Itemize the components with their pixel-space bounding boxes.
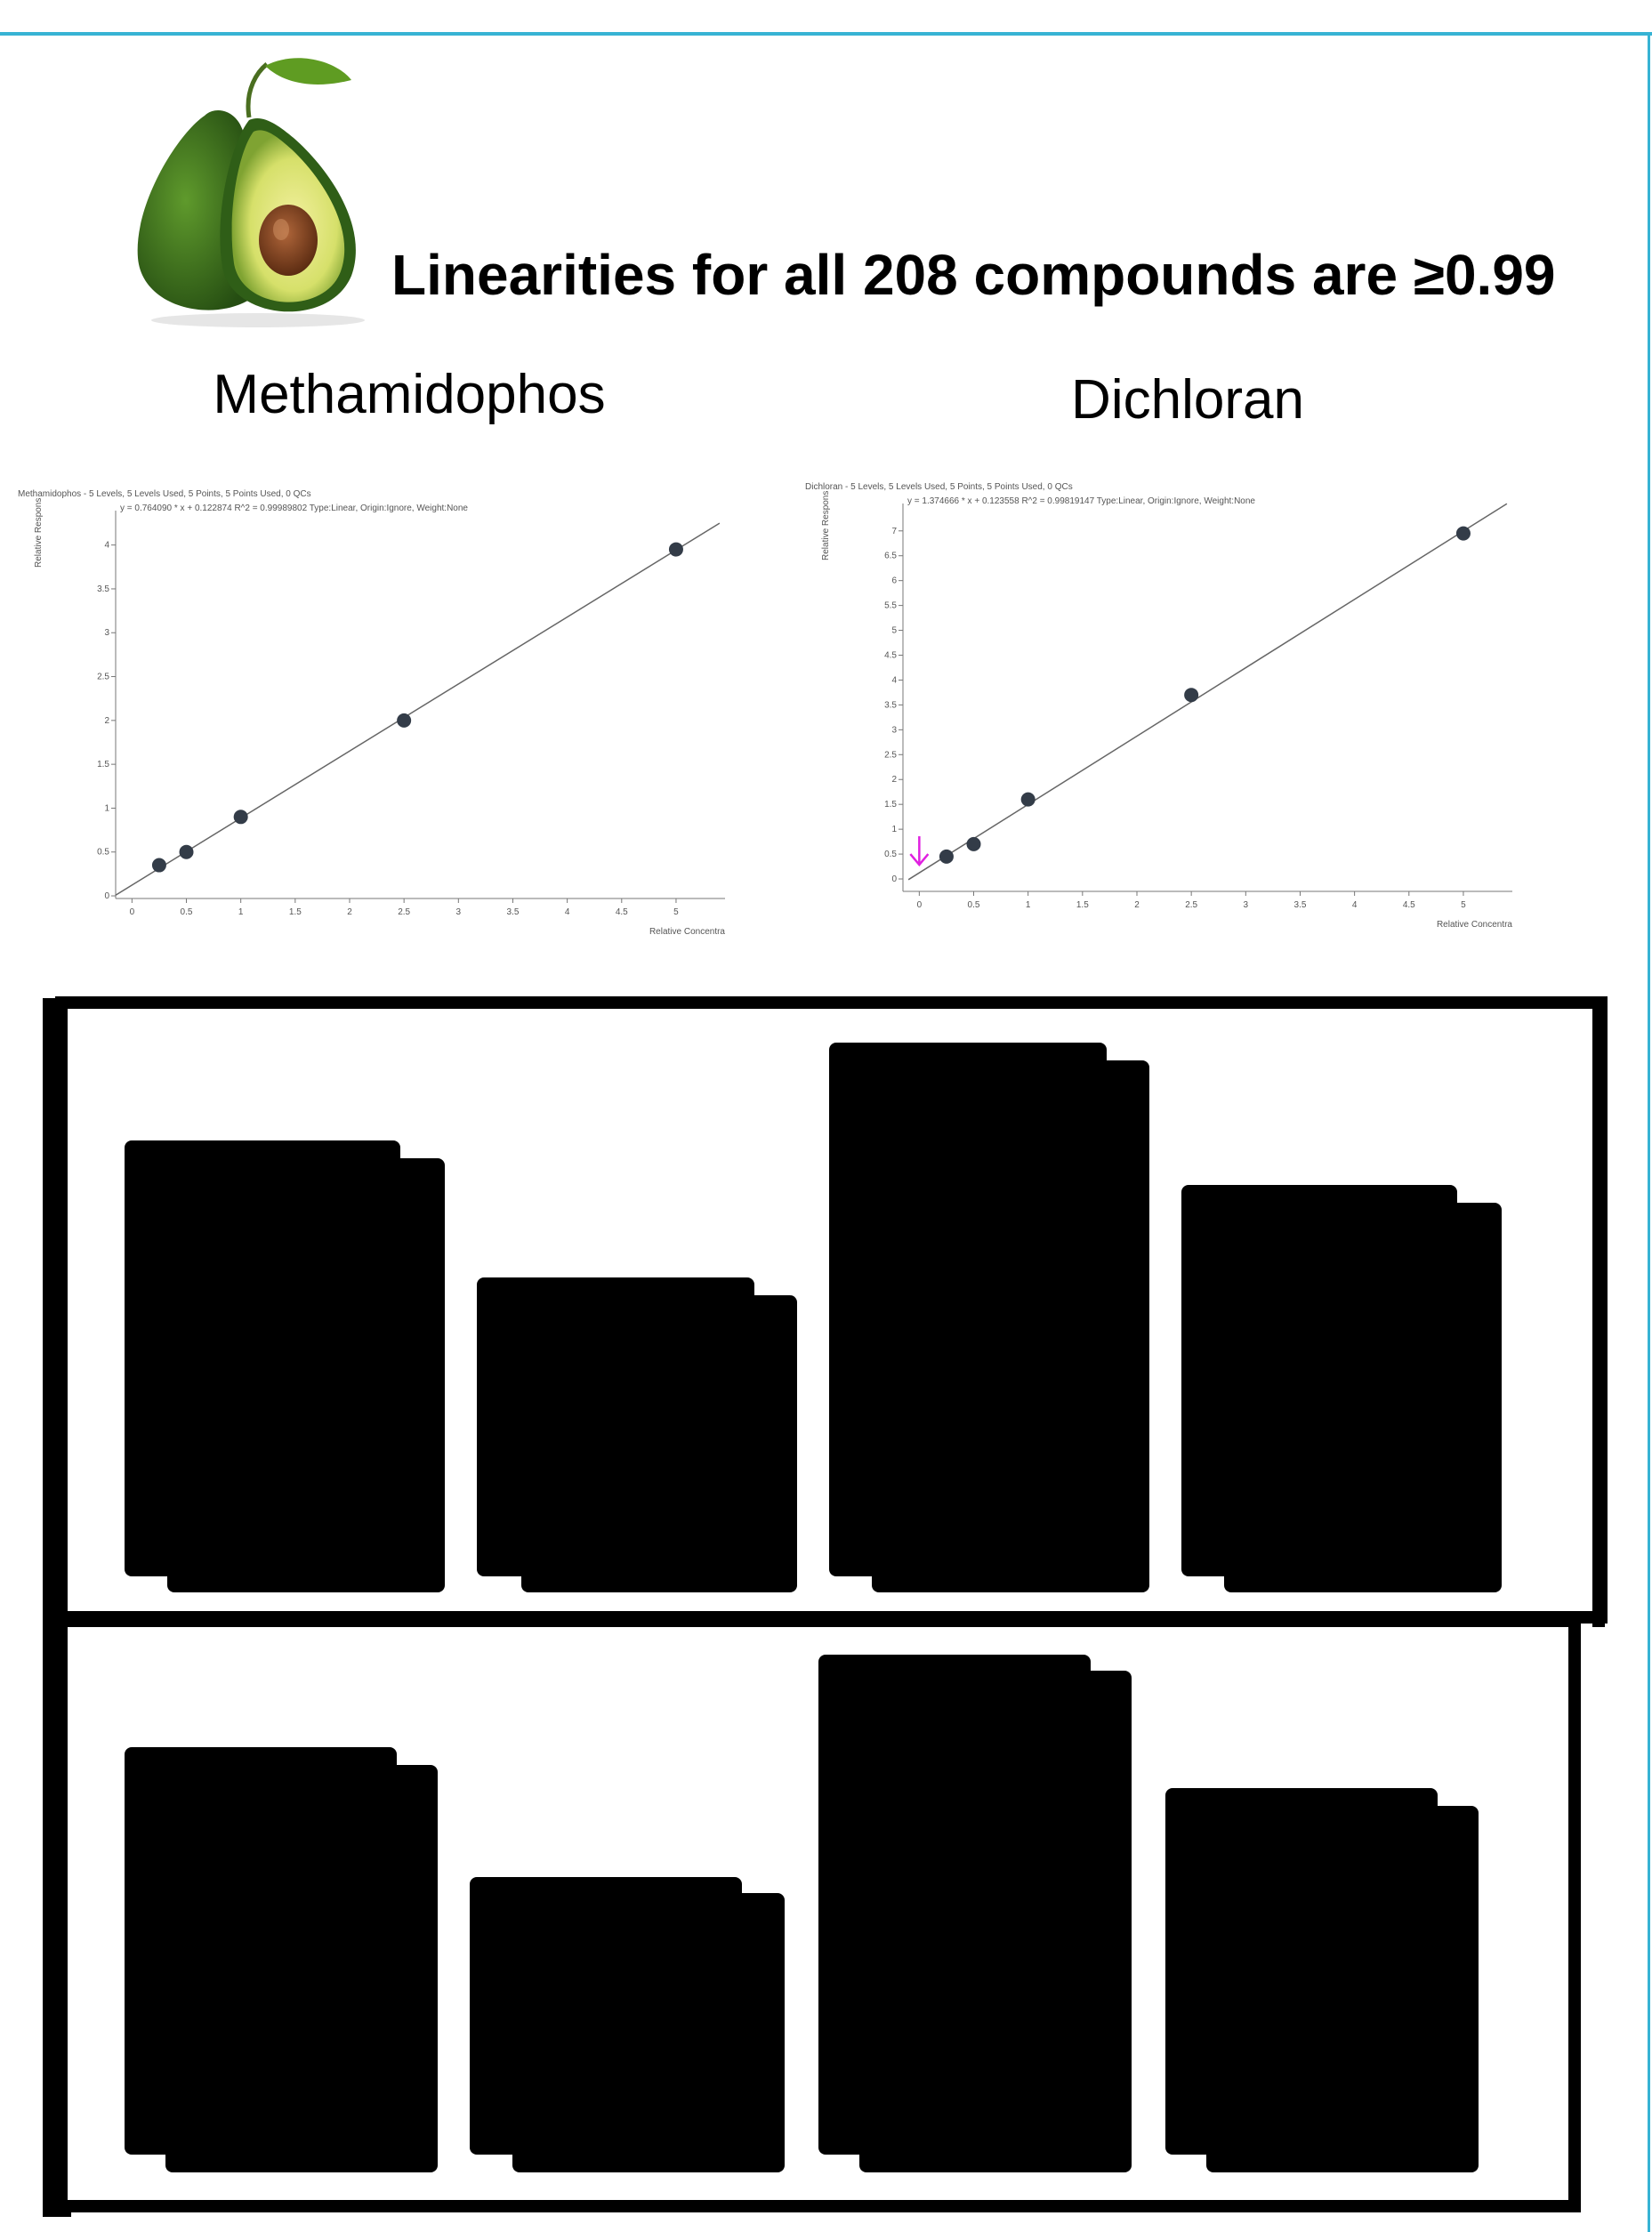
y-tick-label: 1 bbox=[104, 803, 109, 813]
shelf-frame-right bbox=[1592, 1000, 1605, 1627]
y-tick-label: 3.5 bbox=[884, 700, 897, 710]
x-tick-label: 2 bbox=[1134, 900, 1140, 910]
chart-title-dichloran: Dichloran bbox=[1071, 369, 1304, 431]
x-tick-label: 3 bbox=[456, 907, 462, 917]
y-tick-label: 0 bbox=[104, 891, 109, 901]
y-tick-label: 5 bbox=[891, 626, 897, 636]
x-tick-label: 0.5 bbox=[968, 900, 980, 910]
y-tick-label: 0.5 bbox=[884, 850, 897, 859]
down-arrow-icon bbox=[909, 836, 930, 866]
y-tick-label: 3 bbox=[891, 725, 897, 735]
y-tick-label: 7 bbox=[891, 527, 897, 536]
y-tick-label: 2 bbox=[891, 775, 897, 785]
y-tick-label: 6 bbox=[891, 576, 897, 586]
data-point bbox=[668, 542, 683, 557]
x-tick-label: 5 bbox=[673, 907, 679, 917]
y-axis-label: Relative Respons bbox=[34, 498, 44, 568]
x-tick-label: 1.5 bbox=[289, 907, 302, 917]
chart-subtitle: Dichloran - 5 Levels, 5 Levels Used, 5 P… bbox=[805, 482, 1073, 492]
y-tick-label: 3.5 bbox=[97, 584, 109, 594]
x-tick-label: 2 bbox=[347, 907, 352, 917]
x-tick-label: 0 bbox=[130, 907, 135, 917]
x-tick-label: 0.5 bbox=[181, 907, 193, 917]
x-axis-label: Relative Concentra bbox=[649, 927, 725, 937]
y-tick-label: 0.5 bbox=[97, 848, 109, 858]
redacted-block bbox=[167, 1158, 445, 1592]
y-tick-label: 2.5 bbox=[97, 673, 109, 682]
x-tick-label: 4.5 bbox=[1403, 900, 1415, 910]
x-tick-label: 5 bbox=[1461, 900, 1466, 910]
calibration-chart-methamidophos: Methamidophos - 5 Levels, 5 Levels Used,… bbox=[18, 489, 725, 937]
x-tick-label: 4.5 bbox=[616, 907, 628, 917]
y-tick-label: 4 bbox=[891, 675, 897, 685]
data-point bbox=[233, 810, 248, 825]
calibration-chart-dichloran: Dichloran - 5 Levels, 5 Levels Used, 5 P… bbox=[805, 482, 1512, 930]
fit-equation: y = 0.764090 * x + 0.122874 R^2 = 0.9998… bbox=[120, 504, 468, 513]
redacted-block bbox=[1206, 1806, 1479, 2172]
data-point bbox=[151, 858, 166, 873]
x-tick-label: 2.5 bbox=[1185, 900, 1197, 910]
x-tick-label: 3.5 bbox=[507, 907, 520, 917]
data-point bbox=[1020, 792, 1036, 807]
y-tick-label: 4.5 bbox=[884, 651, 897, 661]
y-tick-label: 1 bbox=[891, 825, 897, 834]
x-axis-label: Relative Concentra bbox=[1437, 920, 1512, 930]
redacted-block bbox=[512, 1893, 785, 2172]
data-point bbox=[179, 844, 194, 859]
data-point bbox=[1184, 688, 1199, 703]
y-axis-label: Relative Respons bbox=[821, 491, 831, 560]
y-tick-label: 1.5 bbox=[97, 760, 109, 770]
x-tick-label: 3 bbox=[1244, 900, 1249, 910]
chart-subtitle: Methamidophos - 5 Levels, 5 Levels Used,… bbox=[18, 489, 311, 499]
redacted-block bbox=[859, 1671, 1132, 2172]
data-point bbox=[397, 713, 412, 728]
top-accent-rule bbox=[0, 32, 1652, 36]
y-tick-label: 4 bbox=[104, 541, 109, 551]
x-tick-label: 0 bbox=[917, 900, 923, 910]
y-tick-label: 6.5 bbox=[884, 552, 897, 561]
x-tick-label: 1.5 bbox=[1076, 900, 1089, 910]
redacted-block bbox=[872, 1060, 1149, 1592]
redacted-block bbox=[165, 1765, 438, 2172]
chart-title-methamidophos: Methamidophos bbox=[213, 364, 606, 425]
x-tick-label: 4 bbox=[565, 907, 570, 917]
regression-line bbox=[115, 522, 721, 896]
y-tick-label: 2.5 bbox=[884, 750, 897, 760]
data-point bbox=[966, 836, 981, 851]
y-tick-label: 2 bbox=[104, 716, 109, 726]
y-tick-label: 3 bbox=[104, 628, 109, 638]
avocado-icon bbox=[137, 58, 365, 327]
redacted-block bbox=[521, 1295, 797, 1592]
x-tick-label: 1 bbox=[1026, 900, 1031, 910]
y-tick-label: 1.5 bbox=[884, 800, 897, 810]
x-tick-label: 1 bbox=[238, 907, 244, 917]
data-point bbox=[1455, 526, 1471, 541]
redacted-block bbox=[1224, 1203, 1502, 1592]
x-tick-label: 4 bbox=[1352, 900, 1358, 910]
right-accent-rule bbox=[1648, 32, 1650, 2232]
data-point bbox=[939, 849, 954, 864]
y-tick-label: 0 bbox=[891, 874, 897, 884]
page-headline: Linearities for all 208 compounds are ≥0… bbox=[391, 243, 1556, 307]
regression-line bbox=[907, 503, 1508, 881]
x-tick-label: 2.5 bbox=[398, 907, 410, 917]
x-tick-label: 3.5 bbox=[1294, 900, 1307, 910]
fit-equation: y = 1.374666 * x + 0.123558 R^2 = 0.9981… bbox=[907, 496, 1255, 506]
y-tick-label: 5.5 bbox=[884, 601, 897, 611]
